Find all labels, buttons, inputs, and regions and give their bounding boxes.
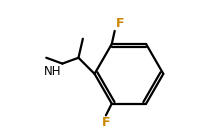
Text: F: F bbox=[115, 17, 124, 30]
Text: F: F bbox=[102, 116, 110, 129]
Text: NH: NH bbox=[44, 65, 62, 78]
